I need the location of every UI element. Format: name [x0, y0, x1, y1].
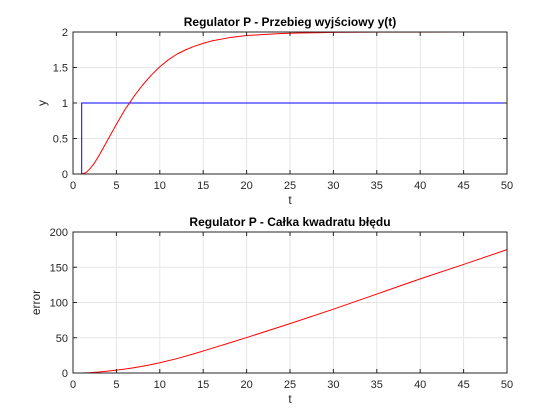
y-tick-label: 1.5 [53, 63, 68, 75]
x-tick-label: 45 [457, 180, 469, 192]
y-tick-label: 200 [50, 227, 68, 239]
x-tick-label: 5 [113, 180, 119, 192]
x-tick-label: 15 [197, 379, 209, 391]
x-tick-label: 35 [371, 180, 383, 192]
y-tick-label: 50 [56, 333, 68, 345]
x-tick-label: 15 [197, 180, 209, 192]
error-integral-plot: 0 5 10 15 20 25 30 35 40 45 50 0 50 100 150 200 Regulato… [29, 215, 513, 406]
x-tick-label: 10 [154, 180, 166, 192]
x-axis-label: t [288, 392, 292, 406]
chart-title: Regulator P - Przebieg wyjściowy y(t) [184, 15, 397, 29]
x-tick-label: 0 [70, 379, 76, 391]
x-axis-label: t [288, 193, 292, 207]
x-tick-label: 50 [501, 379, 513, 391]
series-line-0 [73, 249, 508, 374]
y-axis-label: error [29, 290, 43, 315]
x-tick-label: 25 [284, 379, 296, 391]
series-line-1 [73, 31, 507, 175]
x-tick-label: 45 [457, 379, 469, 391]
x-tick-label: 30 [327, 180, 339, 192]
x-tick-label: 25 [284, 180, 296, 192]
y-tick-label: 0.5 [53, 134, 68, 146]
y-tick-label: 1 [62, 98, 68, 110]
y-tick-label: 0 [62, 169, 68, 181]
x-tick-label: 40 [414, 379, 426, 391]
y-tick-label: 100 [50, 298, 68, 310]
x-tick-label: 10 [154, 379, 166, 391]
x-tick-label: 20 [240, 180, 252, 192]
y-axis-label: y [35, 100, 49, 106]
y-tick-label: 0 [62, 368, 68, 380]
x-tick-label: 30 [327, 379, 339, 391]
y-tick-label: 150 [50, 262, 68, 274]
output-response-plot: 0 5 10 15 20 25 30 35 40 45 50 0 0.5 1 1.5 2 Regulator P… [35, 15, 513, 207]
x-tick-label: 35 [371, 379, 383, 391]
x-tick-label: 5 [113, 379, 119, 391]
chart-title: Regulator P - Całka kwadratu błędu [189, 215, 390, 229]
x-tick-label: 20 [240, 379, 252, 391]
y-tick-label: 2 [62, 27, 68, 39]
x-tick-label: 0 [70, 180, 76, 192]
x-tick-label: 50 [501, 180, 513, 192]
x-tick-label: 40 [414, 180, 426, 192]
